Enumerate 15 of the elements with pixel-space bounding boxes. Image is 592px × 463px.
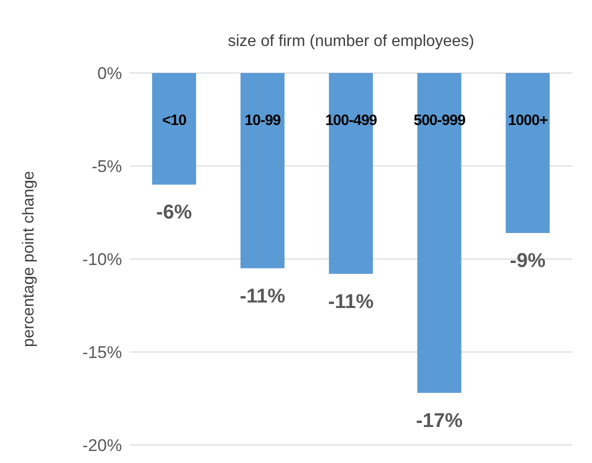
data-label: -9% [510,250,546,272]
x-axis-title: size of firm (number of employees) [228,33,474,50]
y-tick-label: 0% [97,64,122,84]
y-tick-label: -5% [92,157,122,176]
y-axis-title: percentage point change [20,170,38,348]
y-tick-label: -15% [82,343,122,362]
data-label: -6% [156,202,192,224]
x-tick-label: 1000+ [508,112,548,129]
data-label: -11% [328,290,374,313]
y-tick-label: -20% [82,436,122,456]
y-tick-label: -10% [82,250,122,270]
data-label: -17% [416,410,463,432]
x-tick-label: <10 [162,112,186,129]
x-tick-label: 10-99 [244,112,281,129]
data-label: -11% [240,285,286,308]
